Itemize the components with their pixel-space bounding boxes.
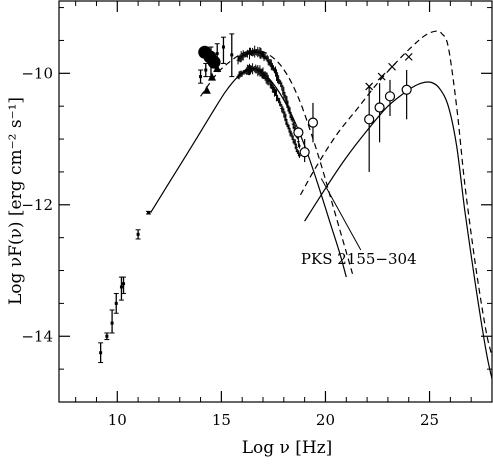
y-tick-label: −12: [21, 196, 53, 214]
filled-circle-point: [207, 55, 221, 69]
open-circle-point: [299, 147, 310, 158]
x-tick-label: 25: [420, 411, 439, 429]
data-point: [110, 321, 114, 325]
annotation-leader-line: [320, 178, 362, 251]
open-circle-point: [384, 91, 396, 102]
data-point: [199, 75, 203, 79]
x-axis-label: Log ν [Hz]: [242, 438, 333, 458]
data-point: [114, 301, 118, 305]
open-circle-point: [401, 84, 412, 95]
x-tick-label: 10: [108, 411, 127, 429]
data-point: [119, 285, 123, 289]
y-tick-label: −10: [21, 64, 53, 82]
solid-model-curve: [150, 67, 347, 278]
y-tick-label: −14: [21, 327, 53, 345]
data-point: [136, 232, 140, 236]
cross-point: [388, 62, 397, 71]
open-circle-point: [364, 114, 375, 125]
filled-triangle-point: [213, 64, 222, 73]
x-tick-label: 20: [316, 411, 335, 429]
data-point: [122, 282, 126, 286]
data-point: [105, 334, 109, 338]
cross-point: [365, 82, 374, 91]
filled-triangle-point: [208, 72, 217, 81]
dashed-model-curve: [299, 30, 493, 357]
data-marks: [98, 33, 413, 364]
data-point: [230, 53, 234, 57]
annotation-label: PKS 2155−304: [301, 250, 417, 268]
data-point: [99, 351, 103, 355]
open-circle-point: [374, 102, 385, 113]
data-point: [147, 211, 151, 215]
axis-ticks: [59, 1, 492, 402]
dashed-model-curve: [200, 49, 354, 274]
solid-model-curve: [304, 81, 493, 380]
x-tick-label: 15: [212, 411, 231, 429]
y-axis-label: Log νF(ν) [erg cm⁻² s⁻¹]: [6, 97, 26, 305]
data-point: [204, 68, 208, 72]
tick-labels: 10 15 20 25 −10 −12 −14: [21, 64, 439, 429]
plot-frame: [58, 0, 493, 403]
cross-point: [404, 52, 413, 61]
cross-point: [377, 72, 386, 81]
data-point: [215, 52, 219, 56]
data-point: [221, 45, 225, 49]
open-circle-point: [293, 127, 304, 138]
filled-triangle-point: [202, 85, 211, 94]
open-circle-point: [307, 117, 319, 128]
